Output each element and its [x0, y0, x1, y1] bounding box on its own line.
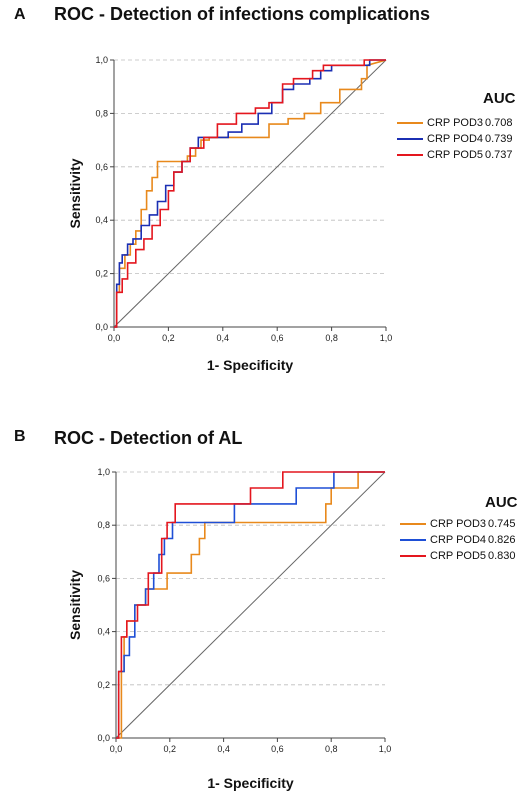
- y-tick-label: 1,0: [97, 467, 110, 477]
- y-tick-label: 0,4: [95, 215, 108, 225]
- reference-diagonal: [113, 59, 387, 328]
- roc-curve-crp-pod3: [114, 59, 387, 328]
- x-tick-label: 1,0: [380, 333, 393, 343]
- panel-a-title: ROC - Detection of infections complicati…: [54, 4, 431, 24]
- legend-swatch-crp-pod4: [400, 539, 426, 541]
- legend-item-crp-pod4: CRP POD4 0.739: [397, 133, 513, 145]
- legend-label-crp-pod3: CRP POD3: [430, 518, 487, 530]
- x-tick-label: 0,0: [110, 744, 123, 754]
- legend-label-crp-pod4: CRP POD4: [430, 534, 487, 546]
- roc-curve-crp-pod5: [116, 471, 385, 739]
- legend-auc-header: AUC: [485, 494, 518, 511]
- y-tick-label: 0,0: [97, 733, 110, 743]
- legend-swatch-crp-pod3: [397, 122, 423, 124]
- x-tick-label: 0,2: [162, 333, 175, 343]
- roc-chart-infections: 0,0 0,2 0,4 0,6 0,8 1,0 0,0 0,2 0,4 0,6 0,8 1,0 1- S…: [67, 55, 393, 373]
- x-tick-label: 1,0: [379, 744, 392, 754]
- legend-swatch-crp-pod4: [397, 138, 423, 140]
- y-tick-label: 0,0: [95, 322, 108, 332]
- y-tick-label: 0,6: [97, 573, 110, 583]
- x-tick-label: 0,4: [217, 744, 230, 754]
- legend-item-crp-pod5: CRP POD5 0.830: [400, 550, 516, 562]
- x-tick-label: 0,8: [325, 333, 338, 343]
- y-tick-label: 0,2: [97, 680, 110, 690]
- legend-item-crp-pod3: CRP POD3 0.708: [397, 117, 513, 129]
- legend-label-crp-pod5: CRP POD5: [427, 149, 484, 161]
- x-tick-label: 0,6: [271, 333, 284, 343]
- x-axis-label: 1- Specificity: [207, 357, 294, 373]
- panel-b-title: ROC - Detection of AL: [54, 428, 243, 448]
- legend-label-crp-pod4: CRP POD4: [427, 133, 484, 145]
- legend-auc-header: AUC: [483, 90, 516, 107]
- x-tick-label: 0,2: [164, 744, 177, 754]
- x-tick-label: 0,4: [217, 333, 230, 343]
- x-tick-label: 0,6: [271, 744, 284, 754]
- y-tick-label: 0,4: [97, 627, 110, 637]
- legend-auc-crp-pod3: 0.708: [485, 117, 513, 129]
- legend-swatch-crp-pod5: [397, 154, 423, 156]
- legend-item-crp-pod4: CRP POD4 0.826: [400, 534, 516, 546]
- y-tick-label: 1,0: [95, 55, 108, 65]
- legend-item-crp-pod5: CRP POD5 0.737: [397, 149, 513, 161]
- legend-auc-crp-pod4: 0.739: [485, 133, 513, 145]
- legend-item-crp-pod3: CRP POD3 0.745: [400, 518, 516, 530]
- x-axis-label: 1- Specificity: [207, 775, 294, 791]
- legend-swatch-crp-pod5: [400, 555, 426, 557]
- legend-auc-crp-pod3: 0.745: [488, 518, 516, 530]
- x-tick-label: 0,0: [108, 333, 121, 343]
- legend-auc-crp-pod4: 0.826: [488, 534, 516, 546]
- legend-label-crp-pod3: CRP POD3: [427, 117, 484, 129]
- x-tick-label: 0,8: [325, 744, 338, 754]
- y-tick-label: 0,6: [95, 162, 108, 172]
- reference-diagonal: [115, 471, 386, 739]
- y-tick-label: 0,8: [95, 108, 108, 118]
- y-tick-label: 0,2: [95, 269, 108, 279]
- y-axis-label: Sensitivity: [67, 570, 83, 640]
- roc-curve-crp-pod5: [114, 59, 386, 328]
- legend-auc-crp-pod5: 0.737: [485, 149, 513, 161]
- legend-auc-crp-pod5: 0.830: [488, 550, 516, 562]
- legend-label-crp-pod5: CRP POD5: [430, 550, 487, 562]
- panel-a-letter: A: [14, 6, 26, 23]
- y-axis-label: Sensitivity: [67, 158, 83, 228]
- y-tick-label: 0,8: [97, 520, 110, 530]
- panel-b-letter: B: [14, 428, 26, 445]
- legend-swatch-crp-pod3: [400, 523, 426, 525]
